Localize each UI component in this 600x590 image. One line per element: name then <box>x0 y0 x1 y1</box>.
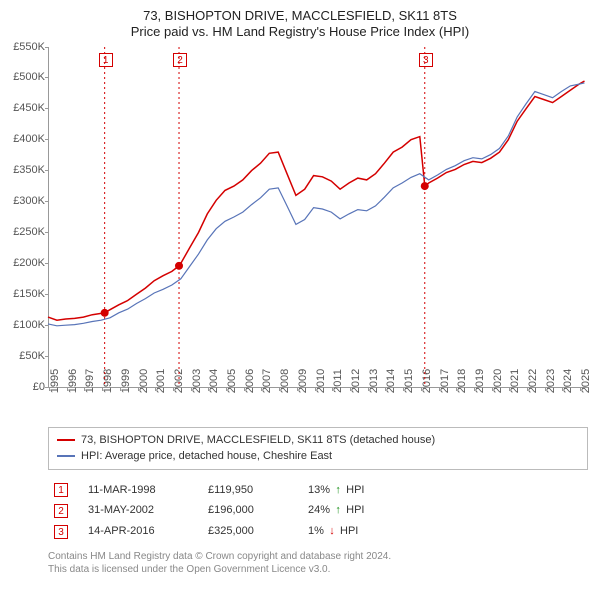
footer-line-1: Contains HM Land Registry data © Crown c… <box>48 550 588 563</box>
sale-badge: 2 <box>54 504 68 518</box>
sale-row: 2 31-MAY-2002£196,00024% ↑ HPI <box>48 500 588 521</box>
y-tick-label: £100K <box>5 319 45 331</box>
y-tick-label: £200K <box>5 257 45 269</box>
y-tick-label: £150K <box>5 288 45 300</box>
legend-swatch <box>57 439 75 441</box>
sale-diff: 13% ↑ HPI <box>308 480 428 501</box>
chart-card: 73, BISHOPTON DRIVE, MACCLESFIELD, SK11 … <box>0 0 600 590</box>
y-tick-label: £350K <box>5 164 45 176</box>
sale-date: 14-APR-2016 <box>88 521 208 542</box>
legend-label: HPI: Average price, detached house, Ches… <box>81 448 332 465</box>
sale-diff: 1% ↓ HPI <box>308 521 428 542</box>
y-tick-label: £400K <box>5 133 45 145</box>
sale-date: 11-MAR-1998 <box>88 480 208 501</box>
address-title: 73, BISHOPTON DRIVE, MACCLESFIELD, SK11 … <box>12 8 588 24</box>
legend-label: 73, BISHOPTON DRIVE, MACCLESFIELD, SK11 … <box>81 432 435 449</box>
chart-area: £0£50K£100K£150K£200K£250K£300K£350K£400… <box>48 47 588 387</box>
sale-badge: 1 <box>54 483 68 497</box>
legend-row: 73, BISHOPTON DRIVE, MACCLESFIELD, SK11 … <box>57 432 579 449</box>
sales-list: 1 11-MAR-1998£119,95013% ↑ HPI 2 31-MAY-200… <box>48 480 588 543</box>
subtitle: Price paid vs. HM Land Registry's House … <box>12 24 588 40</box>
footer-attribution: Contains HM Land Registry data © Crown c… <box>48 550 588 576</box>
sale-price: £325,000 <box>208 521 308 542</box>
sale-date: 31-MAY-2002 <box>88 500 208 521</box>
sale-diff: 24% ↑ HPI <box>308 500 428 521</box>
series-line <box>48 81 585 320</box>
sale-row: 3 14-APR-2016£325,0001% ↓ HPI <box>48 521 588 542</box>
y-tick-label: £500K <box>5 71 45 83</box>
y-tick-label: £0 <box>5 381 45 393</box>
chart-svg <box>48 47 588 387</box>
sale-price: £196,000 <box>208 500 308 521</box>
y-tick-label: £250K <box>5 226 45 238</box>
footer-line-2: This data is licensed under the Open Gov… <box>48 563 588 576</box>
trend-arrow-icon: ↑ <box>333 480 343 501</box>
sale-dot <box>101 308 109 316</box>
y-tick-label: £300K <box>5 195 45 207</box>
y-tick-label: £450K <box>5 102 45 114</box>
trend-arrow-icon: ↓ <box>327 521 337 542</box>
series-line <box>48 82 585 325</box>
sale-badge: 3 <box>54 525 68 539</box>
y-tick-label: £550K <box>5 41 45 53</box>
sale-dot <box>175 261 183 269</box>
legend-row: HPI: Average price, detached house, Ches… <box>57 448 579 465</box>
y-tick-label: £50K <box>5 350 45 362</box>
sale-dot <box>421 182 429 190</box>
trend-arrow-icon: ↑ <box>333 500 343 521</box>
sale-row: 1 11-MAR-1998£119,95013% ↑ HPI <box>48 480 588 501</box>
legend-box: 73, BISHOPTON DRIVE, MACCLESFIELD, SK11 … <box>48 427 588 470</box>
sale-price: £119,950 <box>208 480 308 501</box>
legend-swatch <box>57 455 75 457</box>
